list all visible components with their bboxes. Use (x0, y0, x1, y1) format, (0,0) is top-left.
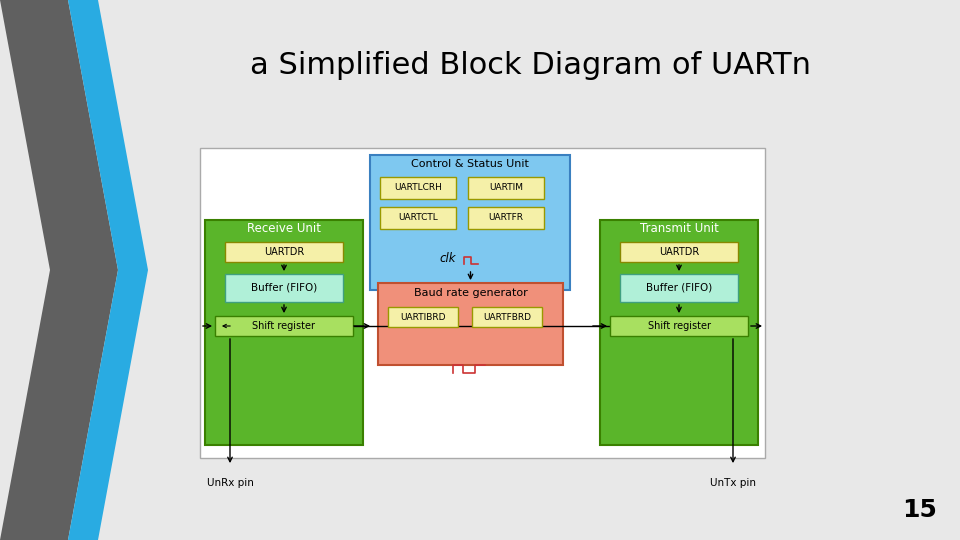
Text: UARTDR: UARTDR (659, 247, 699, 257)
Bar (600, 220, 758, 445)
Text: Transmit Unit: Transmit Unit (639, 222, 718, 235)
Text: clk: clk (439, 253, 455, 266)
Text: Receive Unit: Receive Unit (247, 222, 321, 235)
Text: UARTCTL: UARTCTL (398, 213, 438, 222)
Text: Baud rate generator: Baud rate generator (414, 288, 527, 298)
Text: Shift register: Shift register (252, 321, 316, 331)
Bar (200, 148, 765, 458)
Bar (378, 283, 563, 365)
Text: UARTLCRH: UARTLCRH (394, 184, 442, 192)
Text: Buffer (FIFO): Buffer (FIFO) (646, 283, 712, 293)
Text: Shift register: Shift register (647, 321, 710, 331)
Text: UARTIM: UARTIM (489, 184, 523, 192)
Text: UARTFR: UARTFR (489, 213, 523, 222)
Bar (472, 307, 542, 327)
Bar (388, 307, 458, 327)
Text: Buffer (FIFO): Buffer (FIFO) (251, 283, 317, 293)
Bar (370, 155, 570, 290)
Text: UnTx pin: UnTx pin (710, 478, 756, 488)
Text: UnRx pin: UnRx pin (206, 478, 253, 488)
Text: Control & Status Unit: Control & Status Unit (411, 159, 529, 169)
Bar (225, 274, 343, 302)
Bar (380, 177, 456, 199)
Bar (205, 220, 363, 445)
Bar (610, 316, 748, 336)
Polygon shape (68, 0, 148, 540)
Bar (468, 207, 544, 229)
Polygon shape (0, 0, 118, 540)
Bar (620, 242, 738, 262)
Text: UARTDR: UARTDR (264, 247, 304, 257)
Text: UARTIBRD: UARTIBRD (400, 313, 445, 321)
Bar (215, 316, 353, 336)
Bar (225, 242, 343, 262)
Text: UARTFBRD: UARTFBRD (483, 313, 531, 321)
Bar (620, 274, 738, 302)
Bar (380, 207, 456, 229)
Bar (468, 177, 544, 199)
Text: 15: 15 (902, 498, 937, 522)
Text: a Simplified Block Diagram of UARTn: a Simplified Block Diagram of UARTn (250, 51, 810, 79)
